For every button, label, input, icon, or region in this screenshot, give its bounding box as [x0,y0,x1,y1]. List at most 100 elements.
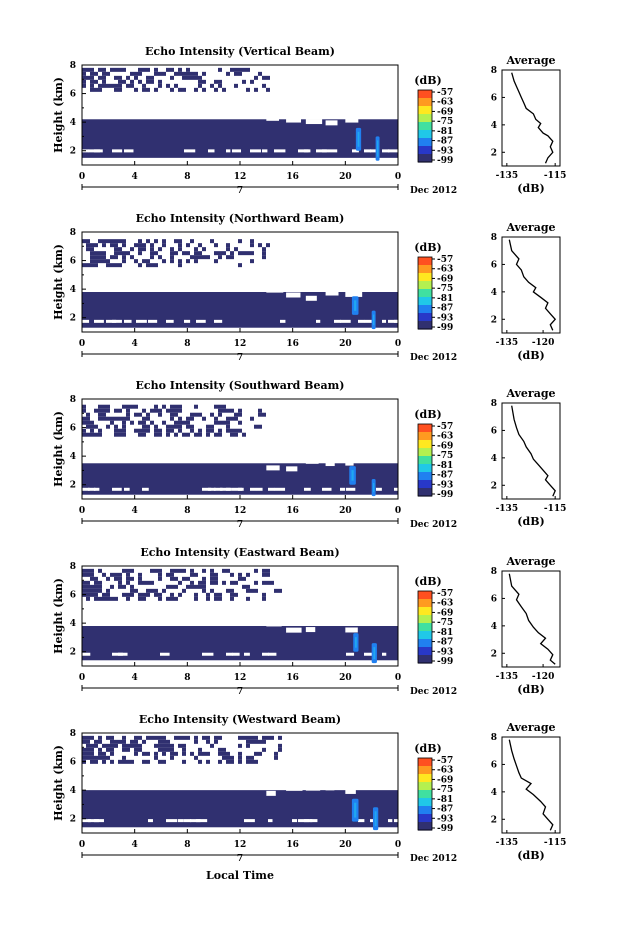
echo-cell [218,255,222,260]
echo-cell [86,747,90,752]
x-tick-label: 8 [184,506,190,516]
echo-cell [190,572,194,577]
echo-cell [182,251,186,256]
echo-cell [118,759,122,764]
panel-title: Echo Intensity (Southward Beam) [136,379,345,392]
colorbar-swatch [418,265,432,274]
echo-cell [142,87,146,92]
echo-gap [262,652,269,656]
echo-gap [325,785,335,791]
echo-cell [238,755,242,760]
echo-cell [138,71,142,76]
echo-gap [238,487,243,491]
echo-gap [292,819,298,823]
echo-cell [98,432,102,437]
echo-cell [142,580,146,585]
echo-cell [226,420,230,425]
echo-cell [162,259,166,264]
echo-cell [230,432,234,437]
echo-cell [106,576,110,581]
colorbar-tick-label: -93 [437,146,453,156]
echo-cell [166,572,170,577]
echo-cell [162,751,166,756]
echo-cell [246,588,250,593]
echo-gap [196,819,208,823]
echo-cell [162,747,166,752]
echo-cell [226,751,230,756]
echo-cell [138,743,142,748]
echo-cell [166,596,170,601]
x-tick-label: 16 [286,339,299,349]
echo-cell [86,75,90,80]
echo-cell [90,243,94,248]
echo-cell [126,576,130,581]
colorbar-tick-label: -75 [437,451,453,461]
echo-gap [202,487,212,491]
colorbar-tick-label: -99 [437,824,453,834]
echo-cell [82,755,86,760]
echo-cell [230,580,234,585]
echo-cell [242,584,246,589]
average-xlabel: (dB) [517,849,544,862]
echo-cell [106,588,110,593]
echo-cell [82,572,86,577]
echo-cell [246,67,250,72]
echo-gap [345,291,363,297]
colorbar-tick-label: -81 [437,795,453,805]
echo-cell [122,420,126,425]
echo-gap [268,652,277,656]
echo-cell [178,259,182,264]
echo-cell [266,568,270,573]
echo-cell [186,432,190,437]
echo-cell [158,743,162,748]
echo-cell [234,67,238,72]
colorbar-frame [417,423,433,497]
echo-cell [154,751,158,756]
echo-cell [90,259,94,264]
colorbar-tick-label: -63 [437,766,453,776]
echo-cell [150,251,154,256]
echo-cell [194,255,198,260]
colorbar-tick-label: -63 [437,98,453,108]
echo-cell [94,71,98,76]
echo-cell [98,239,102,244]
echo-cell [254,735,258,740]
echo-cell [218,83,222,88]
echo-cell [122,743,126,748]
echo-cell [86,735,90,740]
echo-gap [160,652,170,656]
echo-cell [246,251,250,256]
echo-gap [304,487,311,491]
echo-cell [126,592,130,597]
echo-cell [94,263,98,268]
colorbar-tick-label: -81 [437,461,453,471]
echo-cell [122,584,126,589]
echo-cell [102,251,106,256]
average-profile-line [508,739,554,831]
echo-cell [262,572,266,577]
echo-gap [226,487,231,491]
colorbar-tick-label: -63 [437,432,453,442]
echo-cell [206,751,210,756]
x-tick-label: 20 [339,172,352,182]
echo-cell [94,259,98,264]
echo-cell [82,67,86,72]
echo-cell [106,408,110,413]
y-tick-label: 6 [491,260,497,270]
echo-cell [238,263,242,268]
echo-cell [146,580,150,585]
echo-cell [138,735,142,740]
echo-cell [102,759,106,764]
y-tick-label: 4 [491,454,497,464]
echo-cell [194,735,198,740]
echo-cell [262,747,266,752]
echo-cell [234,247,238,252]
echo-cell [134,751,138,756]
echo-gap [82,652,91,656]
echo-cell [98,67,102,72]
echo-cell [142,739,146,744]
echo-cell [250,416,254,421]
echo-cell [94,592,98,597]
echo-cell [222,580,226,585]
